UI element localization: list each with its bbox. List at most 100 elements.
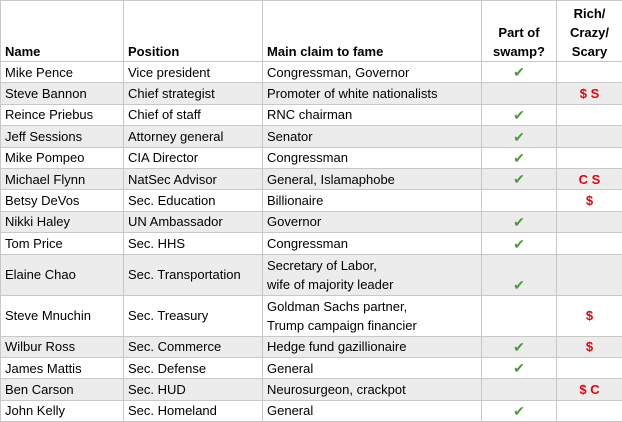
swamp-check: ✔ xyxy=(482,62,557,83)
swamp-check: ✔ xyxy=(482,126,557,147)
column-header: Main claim to fame xyxy=(263,1,482,62)
swamp-check: ✔ xyxy=(482,211,557,232)
rich-crazy-scary: $ xyxy=(557,336,622,357)
name: Mike Pompeo xyxy=(1,147,124,168)
claim: Governor xyxy=(263,211,482,232)
rich-crazy-scary xyxy=(557,104,622,125)
claim: Billionaire xyxy=(263,190,482,211)
swamp-check: ✔ xyxy=(482,400,557,421)
rich-crazy-scary xyxy=(557,147,622,168)
position: Sec. Treasury xyxy=(124,295,263,336)
cell-line: Rich/ xyxy=(561,4,618,23)
name: Wilbur Ross xyxy=(1,336,124,357)
cell-line: Trump campaign financier xyxy=(267,316,477,335)
swamp-check: ✔ xyxy=(482,233,557,254)
rich-crazy-scary xyxy=(557,254,622,295)
column-header: Name xyxy=(1,1,124,62)
rich-crazy-scary: $ C xyxy=(557,379,622,400)
name: Ben Carson xyxy=(1,379,124,400)
claim: Neurosurgeon, crackpot xyxy=(263,379,482,400)
cell-line: Scary xyxy=(561,42,618,61)
name: Jeff Sessions xyxy=(1,126,124,147)
swamp-check: ✔ xyxy=(482,254,557,295)
position: NatSec Advisor xyxy=(124,168,263,189)
name: James Mattis xyxy=(1,357,124,378)
claim: General, Islamaphobe xyxy=(263,168,482,189)
swamp-check xyxy=(482,190,557,211)
cell-line: Secretary of Labor, xyxy=(267,256,477,275)
position: UN Ambassador xyxy=(124,211,263,232)
position: Sec. Homeland xyxy=(124,400,263,421)
name: Mike Pence xyxy=(1,62,124,83)
position: Chief strategist xyxy=(124,83,263,104)
position: CIA Director xyxy=(124,147,263,168)
position: Sec. Defense xyxy=(124,357,263,378)
claim: Promoter of white nationalists xyxy=(263,83,482,104)
swamp-check xyxy=(482,295,557,336)
rich-crazy-scary xyxy=(557,357,622,378)
cell-line: Part of xyxy=(486,23,552,42)
claim: Congressman, Governor xyxy=(263,62,482,83)
swamp-check: ✔ xyxy=(482,357,557,378)
rich-crazy-scary xyxy=(557,62,622,83)
swamp-check: ✔ xyxy=(482,104,557,125)
column-header: Position xyxy=(124,1,263,62)
position: Sec. Education xyxy=(124,190,263,211)
claim: RNC chairman xyxy=(263,104,482,125)
position: Vice president xyxy=(124,62,263,83)
position: Chief of staff xyxy=(124,104,263,125)
rich-crazy-scary xyxy=(557,233,622,254)
claim: Congressman xyxy=(263,233,482,254)
name: Steve Mnuchin xyxy=(1,295,124,336)
column-header: Rich/Crazy/Scary xyxy=(557,1,622,62)
swamp-check: ✔ xyxy=(482,168,557,189)
position: Sec. Transportation xyxy=(124,254,263,295)
claim: Congressman xyxy=(263,147,482,168)
claim: Senator xyxy=(263,126,482,147)
swamp-check: ✔ xyxy=(482,147,557,168)
name: Elaine Chao xyxy=(1,254,124,295)
name: Steve Bannon xyxy=(1,83,124,104)
claim: Goldman Sachs partner,Trump campaign fin… xyxy=(263,295,482,336)
position: Sec. HUD xyxy=(124,379,263,400)
name: John Kelly xyxy=(1,400,124,421)
name: Michael Flynn xyxy=(1,168,124,189)
rich-crazy-scary xyxy=(557,126,622,147)
name: Reince Priebus xyxy=(1,104,124,125)
rich-crazy-scary: $ S xyxy=(557,83,622,104)
cell-line: wife of majority leader xyxy=(267,275,477,294)
cell-line: Goldman Sachs partner, xyxy=(267,297,477,316)
claim: General xyxy=(263,400,482,421)
rich-crazy-scary: C S xyxy=(557,168,622,189)
rich-crazy-scary: $ xyxy=(557,295,622,336)
name: Tom Price xyxy=(1,233,124,254)
position: Attorney general xyxy=(124,126,263,147)
swamp-check xyxy=(482,379,557,400)
cell-line: swamp? xyxy=(486,42,552,61)
cell-line: Crazy/ xyxy=(561,23,618,42)
claim: Hedge fund gazillionaire xyxy=(263,336,482,357)
claim: General xyxy=(263,357,482,378)
position: Sec. HHS xyxy=(124,233,263,254)
claim: Secretary of Labor,wife of majority lead… xyxy=(263,254,482,295)
rich-crazy-scary: $ xyxy=(557,190,622,211)
